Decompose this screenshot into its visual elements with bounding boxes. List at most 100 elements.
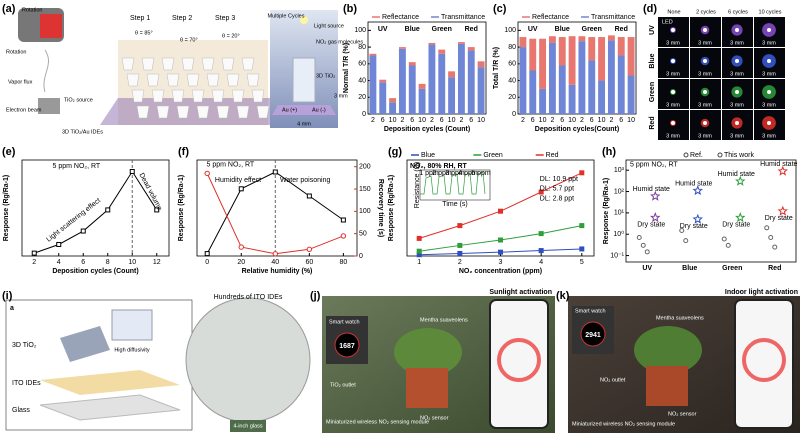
y-tick-label: 80 — [358, 44, 366, 51]
point — [692, 184, 703, 196]
panel-label: (a) — [2, 3, 16, 15]
inset-label: Resistance (Ω) — [414, 162, 421, 208]
bar — [519, 47, 527, 114]
cup — [126, 73, 140, 87]
legend-label: Reflectance — [532, 14, 569, 21]
bar — [548, 42, 556, 115]
bar — [607, 35, 615, 41]
cup — [181, 57, 195, 71]
panel-label: (i) — [2, 290, 13, 302]
point — [340, 217, 346, 223]
led-core — [671, 121, 675, 125]
bar — [448, 71, 456, 78]
x-tick-label: 6 — [619, 117, 623, 124]
film-stack — [292, 57, 316, 103]
cup-array — [121, 57, 270, 119]
panel-label: (b) — [343, 3, 357, 15]
group-label: UV — [528, 26, 538, 33]
point — [457, 250, 463, 256]
watch-face — [334, 332, 360, 358]
x-tick-label: 6 — [381, 117, 385, 124]
y-tick-label: 0 — [362, 111, 366, 118]
x-tick-label: 2 — [400, 117, 404, 124]
label: Mentha suaveolens — [420, 317, 468, 323]
label: 3D TiO₂/Au IDEs — [62, 129, 103, 135]
scale-label: 3 mm — [666, 40, 680, 46]
legend-label: This work — [724, 152, 754, 159]
y-axis-title: Response (Rg/Ra-1) — [178, 175, 185, 242]
bar — [578, 41, 586, 115]
x-tick-label: 2 — [521, 117, 525, 124]
y-tick-label: 100 — [504, 27, 516, 34]
group-label: Green — [582, 26, 602, 33]
group-label: Red — [465, 26, 478, 33]
phone — [489, 299, 549, 429]
label: 4 mm — [297, 121, 311, 127]
bar — [568, 84, 576, 114]
bar — [477, 67, 485, 114]
bar — [438, 49, 446, 54]
x-tick-label: 80 — [339, 259, 347, 266]
plot-frame — [196, 159, 358, 257]
bar — [467, 50, 475, 114]
label: Smart watch — [575, 308, 606, 314]
gauge — [497, 338, 541, 382]
label: Multiple Cycles — [268, 13, 305, 19]
label: Rotation — [6, 49, 27, 55]
label: Mentha suaveolens — [656, 315, 704, 321]
legend-label: Transmittance — [591, 14, 635, 21]
inset — [111, 309, 153, 341]
x-axis-title: Deposition cycles (Count) — [52, 268, 138, 275]
bar — [448, 77, 456, 114]
x-tick-label: 6 — [410, 117, 414, 124]
x-tick-label: 2 — [550, 117, 554, 124]
label: High diffusivity — [114, 347, 150, 353]
bar — [529, 70, 537, 114]
bar — [617, 55, 625, 114]
label: θ = 70° — [180, 37, 198, 43]
point — [644, 249, 650, 255]
point-label: Humid state — [760, 161, 797, 168]
sample — [40, 14, 62, 38]
tio2-block — [60, 326, 110, 362]
wafer-label-bg — [230, 420, 266, 432]
inset-label: 3 ppm — [445, 170, 465, 177]
group-label: UV — [378, 26, 388, 33]
cup — [171, 89, 185, 103]
cup — [231, 89, 245, 103]
bar — [529, 38, 537, 71]
scale-label: 3 mm — [762, 102, 776, 108]
legend-label: Ref. — [690, 152, 703, 159]
label: Step 1 — [130, 15, 150, 22]
row-label: Red — [649, 116, 656, 129]
cup — [186, 73, 200, 87]
group-label: Blue — [405, 26, 420, 33]
point — [679, 227, 685, 233]
point — [777, 205, 788, 216]
label: Rotation — [22, 7, 43, 13]
panel-k: (k) Indoor light activation Smart watch … — [556, 289, 800, 433]
point — [80, 228, 86, 234]
point — [772, 244, 778, 250]
y2-tick-label: 100 — [359, 208, 371, 215]
label: θ = 85° — [135, 30, 153, 36]
led-label: LED — [662, 19, 673, 25]
cup — [221, 57, 235, 71]
point — [579, 170, 585, 176]
bar — [607, 40, 615, 114]
y-tick-label: 80 — [508, 44, 516, 51]
bar — [379, 79, 387, 83]
point — [306, 246, 313, 253]
bar — [588, 60, 596, 114]
group-label: Green — [432, 26, 452, 33]
label: ITO IDEs — [12, 380, 41, 387]
y2-tick-label: 200 — [359, 164, 371, 171]
point — [764, 225, 770, 231]
point — [457, 223, 463, 229]
cup — [176, 105, 190, 119]
led-core — [703, 59, 707, 63]
point — [692, 213, 703, 224]
led-core — [703, 90, 707, 94]
led-core — [735, 59, 739, 63]
legend-swatch — [717, 152, 723, 158]
